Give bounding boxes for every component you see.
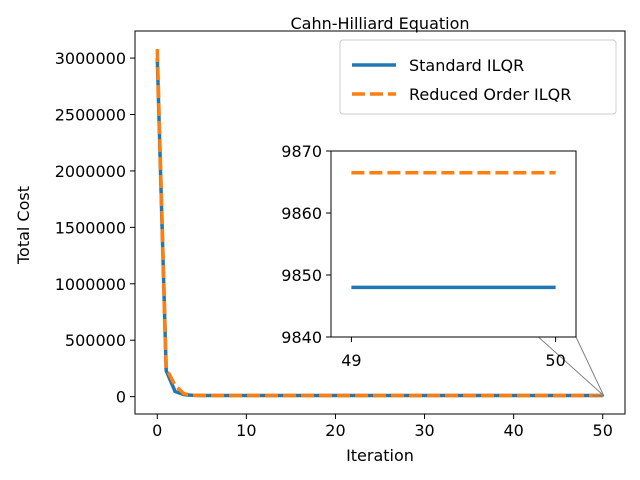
main-plot-area: 0 10 20 30 40 50 0 500000 1000000 1500000 2000000… xyxy=(55,30,626,440)
legend-box xyxy=(339,39,617,115)
x-tick-label: 20 xyxy=(325,421,345,440)
series-line-reduced-order-ilqr xyxy=(155,49,603,398)
inset-y-tick-label: 9850 xyxy=(281,266,322,285)
x-tick-label: 50 xyxy=(593,421,613,440)
main-plot-frame xyxy=(134,30,626,415)
y-tick-label: 1000000 xyxy=(55,275,126,294)
inset-plot-frame xyxy=(330,150,577,338)
y-tick-label: 2500000 xyxy=(55,106,126,125)
zoom-region-marker xyxy=(592,395,605,397)
legend: Standard ILQR Reduced Order ILQR xyxy=(339,39,617,115)
legend-label-reduced-order-ilqr: Reduced Order ILQR xyxy=(409,85,571,104)
x-tick-label: 40 xyxy=(503,421,523,440)
x-axis-label: Iteration xyxy=(346,446,414,465)
chart-title: Cahn-Hilliard Equation xyxy=(290,14,469,33)
x-tick-label: 30 xyxy=(414,421,434,440)
legend-label-standard-ilqr: Standard ILQR xyxy=(409,56,524,75)
connector-line xyxy=(575,336,605,396)
inset-y-tick-label: 9840 xyxy=(281,328,322,347)
y-tick-label: 500000 xyxy=(65,331,126,350)
inset-y-tick-label: 9870 xyxy=(281,142,322,161)
y-tick-label: 0 xyxy=(116,388,126,407)
inset-x-tick-label: 49 xyxy=(341,351,361,370)
inset-background xyxy=(331,151,576,337)
inset-x-tick-label: 50 xyxy=(545,351,565,370)
inset-y-tick-label: 9860 xyxy=(281,204,322,223)
y-tick-label: 1500000 xyxy=(55,218,126,237)
x-tick-label: 10 xyxy=(236,421,256,440)
y-axis-label: Total Cost xyxy=(14,186,33,265)
inset-plot-area: 49 50 9840 9850 9860 9870 xyxy=(281,142,577,370)
x-tick-label: 0 xyxy=(152,421,162,440)
y-tick-label: 2000000 xyxy=(55,162,126,181)
y-tick-label: 3000000 xyxy=(55,49,126,68)
